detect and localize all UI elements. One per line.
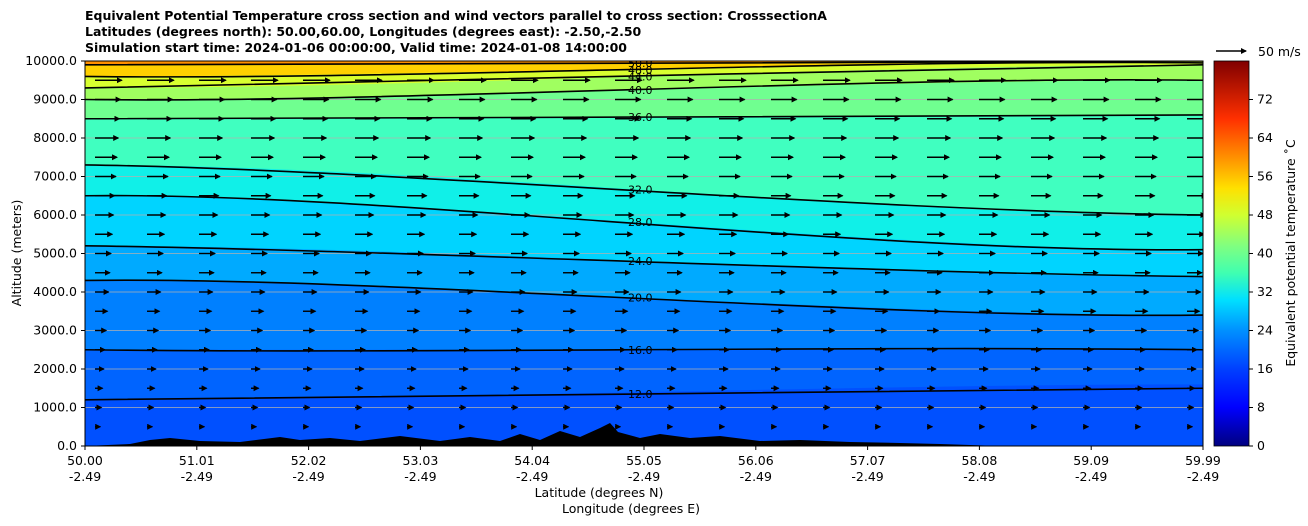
colorbar-tick-label: 24 xyxy=(1257,323,1273,338)
quiver-key-label: 50 m/s xyxy=(1258,44,1301,59)
x-tick-label-lat: 56.06 xyxy=(738,453,774,468)
y-tick-label: 7000.0 xyxy=(33,169,77,184)
y-tick-label: 6000.0 xyxy=(33,207,77,222)
x-tick-label-lon: -2.49 xyxy=(516,469,548,484)
colorbar-tick-label: 32 xyxy=(1257,284,1273,299)
contour-line xyxy=(85,387,1203,401)
x-tick-label-lat: 57.07 xyxy=(850,453,886,468)
x-tick-label-lon: -2.49 xyxy=(628,469,660,484)
x-tick-label-lat: 58.08 xyxy=(962,453,998,468)
colorbar-ticks: 0 8 16 24 32 40 48 56 64 72 xyxy=(1249,92,1273,453)
contour-label: 28.0 xyxy=(628,216,653,229)
y-tick-label: 0.0 xyxy=(57,438,77,453)
x-tick-label-lon: -2.49 xyxy=(69,469,101,484)
colorbar-tick-label: 64 xyxy=(1257,130,1273,145)
colorbar: 0 8 16 24 32 40 48 56 64 72 Equivalent potential … xyxy=(1213,60,1298,453)
contour-label: 40.0 xyxy=(628,84,653,97)
colorbar-label: Equivalent potential temperature ˚C xyxy=(1283,139,1298,367)
x-tick-label-lon: -2.49 xyxy=(1075,469,1107,484)
colorbar-tick-label: 16 xyxy=(1257,361,1273,376)
contour-line xyxy=(85,164,1203,216)
colorbar-tick-label: 72 xyxy=(1257,92,1273,107)
contour-line xyxy=(85,194,1203,251)
contour-label: 32.0 xyxy=(628,183,653,196)
x-axis: 50.00-2.4951.01-2.4952.02-2.4953.03-2.49… xyxy=(67,446,1221,484)
plot-area: 12.016.020.024.028.032.036.040.044.048.0… xyxy=(85,57,1203,446)
colorbar-tick-label: 40 xyxy=(1257,246,1273,261)
x-tick-label-lat: 59.09 xyxy=(1073,453,1109,468)
x-tick-label-lat: 50.00 xyxy=(67,453,103,468)
y-tick-label: 5000.0 xyxy=(33,246,77,261)
y-tick-label: 9000.0 xyxy=(33,92,77,107)
gridlines xyxy=(85,61,1203,446)
quiver-key: 50 m/s xyxy=(1216,44,1301,59)
colorbar-gradient xyxy=(1213,60,1250,447)
x-tick-label-lon: -2.49 xyxy=(292,469,324,484)
y-tick-label: 8000.0 xyxy=(33,130,77,145)
x-tick-label-lat: 53.03 xyxy=(403,453,439,468)
contour-label: 50.0 xyxy=(628,57,653,70)
y-tick-label: 10000.0 xyxy=(25,53,77,68)
contour-line xyxy=(85,61,1203,78)
x-tick-label-lon: -2.49 xyxy=(1187,469,1219,484)
x-tick-label-lon: -2.49 xyxy=(851,469,883,484)
x-tick-label-lat: 51.01 xyxy=(179,453,215,468)
x-axis-label-latitude: Latitude (degrees N) xyxy=(535,485,664,500)
x-tick-label-lat: 55.05 xyxy=(626,453,662,468)
wind-vectors xyxy=(95,77,1203,430)
contour-label: 36.0 xyxy=(628,111,653,124)
contour-label: 20.0 xyxy=(628,291,653,304)
x-tick-label-lon: -2.49 xyxy=(404,469,436,484)
contour-label: 48.0 xyxy=(628,64,653,77)
x-tick-label-lon: -2.49 xyxy=(963,469,995,484)
x-tick-label-lat: 59.99 xyxy=(1185,453,1221,468)
contour-label: 24.0 xyxy=(628,255,653,268)
x-axis-label-longitude: Longitude (degrees E) xyxy=(562,501,700,516)
y-tick-label: 4000.0 xyxy=(33,284,77,299)
y-axis: 0.0 1000.0 2000.0 3000.0 4000.0 5000.0 6000.0 7… xyxy=(25,53,85,453)
x-tick-label-lat: 52.02 xyxy=(291,453,327,468)
title-line-2: Latitudes (degrees north): 50.00,60.00, … xyxy=(85,24,642,39)
colorbar-tick-label: 56 xyxy=(1257,169,1273,184)
x-tick-label-lat: 54.04 xyxy=(514,453,550,468)
contour-label: 12.0 xyxy=(628,388,653,401)
y-axis-label: Altitude (meters) xyxy=(9,200,24,307)
y-tick-label: 3000.0 xyxy=(33,323,77,338)
contour-line xyxy=(85,64,1203,89)
chart-title: Equivalent Potential Temperature cross s… xyxy=(85,8,827,56)
y-tick-label: 1000.0 xyxy=(33,400,77,415)
x-tick-label-lon: -2.49 xyxy=(181,469,213,484)
terrain xyxy=(85,423,1203,446)
colorbar-tick-label: 8 xyxy=(1257,400,1265,415)
contour-label: 16.0 xyxy=(628,344,653,357)
filled-band xyxy=(85,384,1203,446)
title-line-1: Equivalent Potential Temperature cross s… xyxy=(85,8,827,23)
colorbar-tick-label: 0 xyxy=(1257,438,1265,453)
colorbar-tick-label: 48 xyxy=(1257,207,1273,222)
title-line-3: Simulation start time: 2024-01-06 00:00:… xyxy=(85,40,627,55)
y-tick-label: 2000.0 xyxy=(33,361,77,376)
x-tick-label-lon: -2.49 xyxy=(740,469,772,484)
